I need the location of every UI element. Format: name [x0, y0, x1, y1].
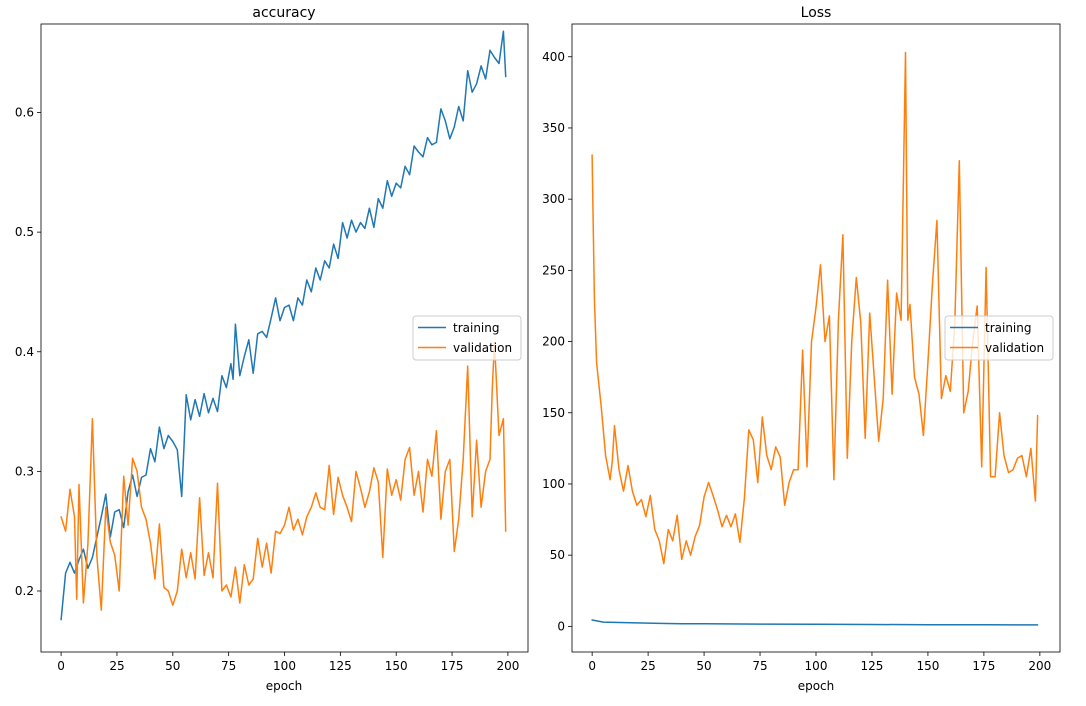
accuracy-x-tick-label: 200 [496, 659, 519, 673]
accuracy-x-tick-label: 0 [57, 659, 65, 673]
loss-legend: training validation [944, 315, 1054, 361]
accuracy-x-tick-label: 125 [329, 659, 352, 673]
loss-x-tick-label: 200 [1028, 659, 1051, 673]
loss-x-tick-label: 125 [861, 659, 884, 673]
loss-x-tick-label: 75 [752, 659, 767, 673]
accuracy-y-tick-label: 0.3 [15, 464, 34, 478]
accuracy-x-tick-label: 75 [221, 659, 236, 673]
accuracy-legend-training-label: training [453, 321, 500, 335]
loss-y-tick-label: 250 [542, 263, 565, 277]
loss-y-tick-label: 0 [557, 619, 565, 633]
accuracy-x-tick-label: 100 [273, 659, 296, 673]
loss-y-tick-label: 300 [542, 192, 565, 206]
loss-y-tick-label: 50 [550, 548, 565, 562]
accuracy-x-tick-label: 50 [165, 659, 180, 673]
loss-chart: Loss 0 25 50 75 100 125 150 175 200 0 50 100 150 200 2… [542, 5, 1061, 693]
accuracy-chart: accuracy 0 25 50 75 100 125 150 175 200 0.2 0.3 0.4… [15, 5, 529, 693]
loss-y-tick-label: 200 [542, 335, 565, 349]
loss-x-tick-label: 50 [696, 659, 711, 673]
loss-y-tick-label: 350 [542, 121, 565, 135]
loss-x-tick-label: 150 [916, 659, 939, 673]
loss-x-tick-label: 100 [805, 659, 828, 673]
accuracy-series [60, 30, 507, 621]
accuracy-training-line [60, 30, 507, 621]
accuracy-y-tick-label: 0.2 [15, 584, 34, 598]
accuracy-x-tick-label: 150 [385, 659, 408, 673]
accuracy-y-tick-label: 0.5 [15, 225, 34, 239]
loss-chart-title: Loss [801, 5, 832, 21]
loss-y-tick-label: 100 [542, 477, 565, 491]
accuracy-legend: training validation [412, 315, 522, 361]
loss-legend-training-label: training [985, 321, 1032, 335]
loss-legend-validation-label: validation [985, 341, 1044, 355]
accuracy-x-axis-label: epoch [266, 679, 303, 693]
loss-series [591, 51, 1039, 626]
loss-y-tick-label: 150 [542, 406, 565, 420]
accuracy-y-tick-label: 0.6 [15, 106, 34, 120]
loss-x-tick-label: 175 [972, 659, 995, 673]
accuracy-validation-line [60, 341, 507, 611]
loss-x-tick-label: 0 [588, 659, 596, 673]
loss-y-tick-label: 400 [542, 50, 565, 64]
accuracy-y-tick-label: 0.4 [15, 345, 34, 359]
accuracy-axes: 0 25 50 75 100 125 150 175 200 0.2 0.3 0.4 0.5 0.6 [15, 106, 519, 673]
loss-axes: 0 25 50 75 100 125 150 175 200 0 50 100 150 200 250 300… [542, 50, 1051, 673]
loss-training-line [591, 619, 1039, 626]
accuracy-legend-validation-label: validation [453, 341, 512, 355]
loss-x-axis-label: epoch [798, 679, 835, 693]
loss-x-tick-label: 25 [640, 659, 655, 673]
accuracy-chart-title: accuracy [252, 5, 315, 21]
accuracy-x-tick-label: 25 [109, 659, 124, 673]
loss-validation-line [591, 51, 1039, 565]
accuracy-x-tick-label: 175 [441, 659, 464, 673]
